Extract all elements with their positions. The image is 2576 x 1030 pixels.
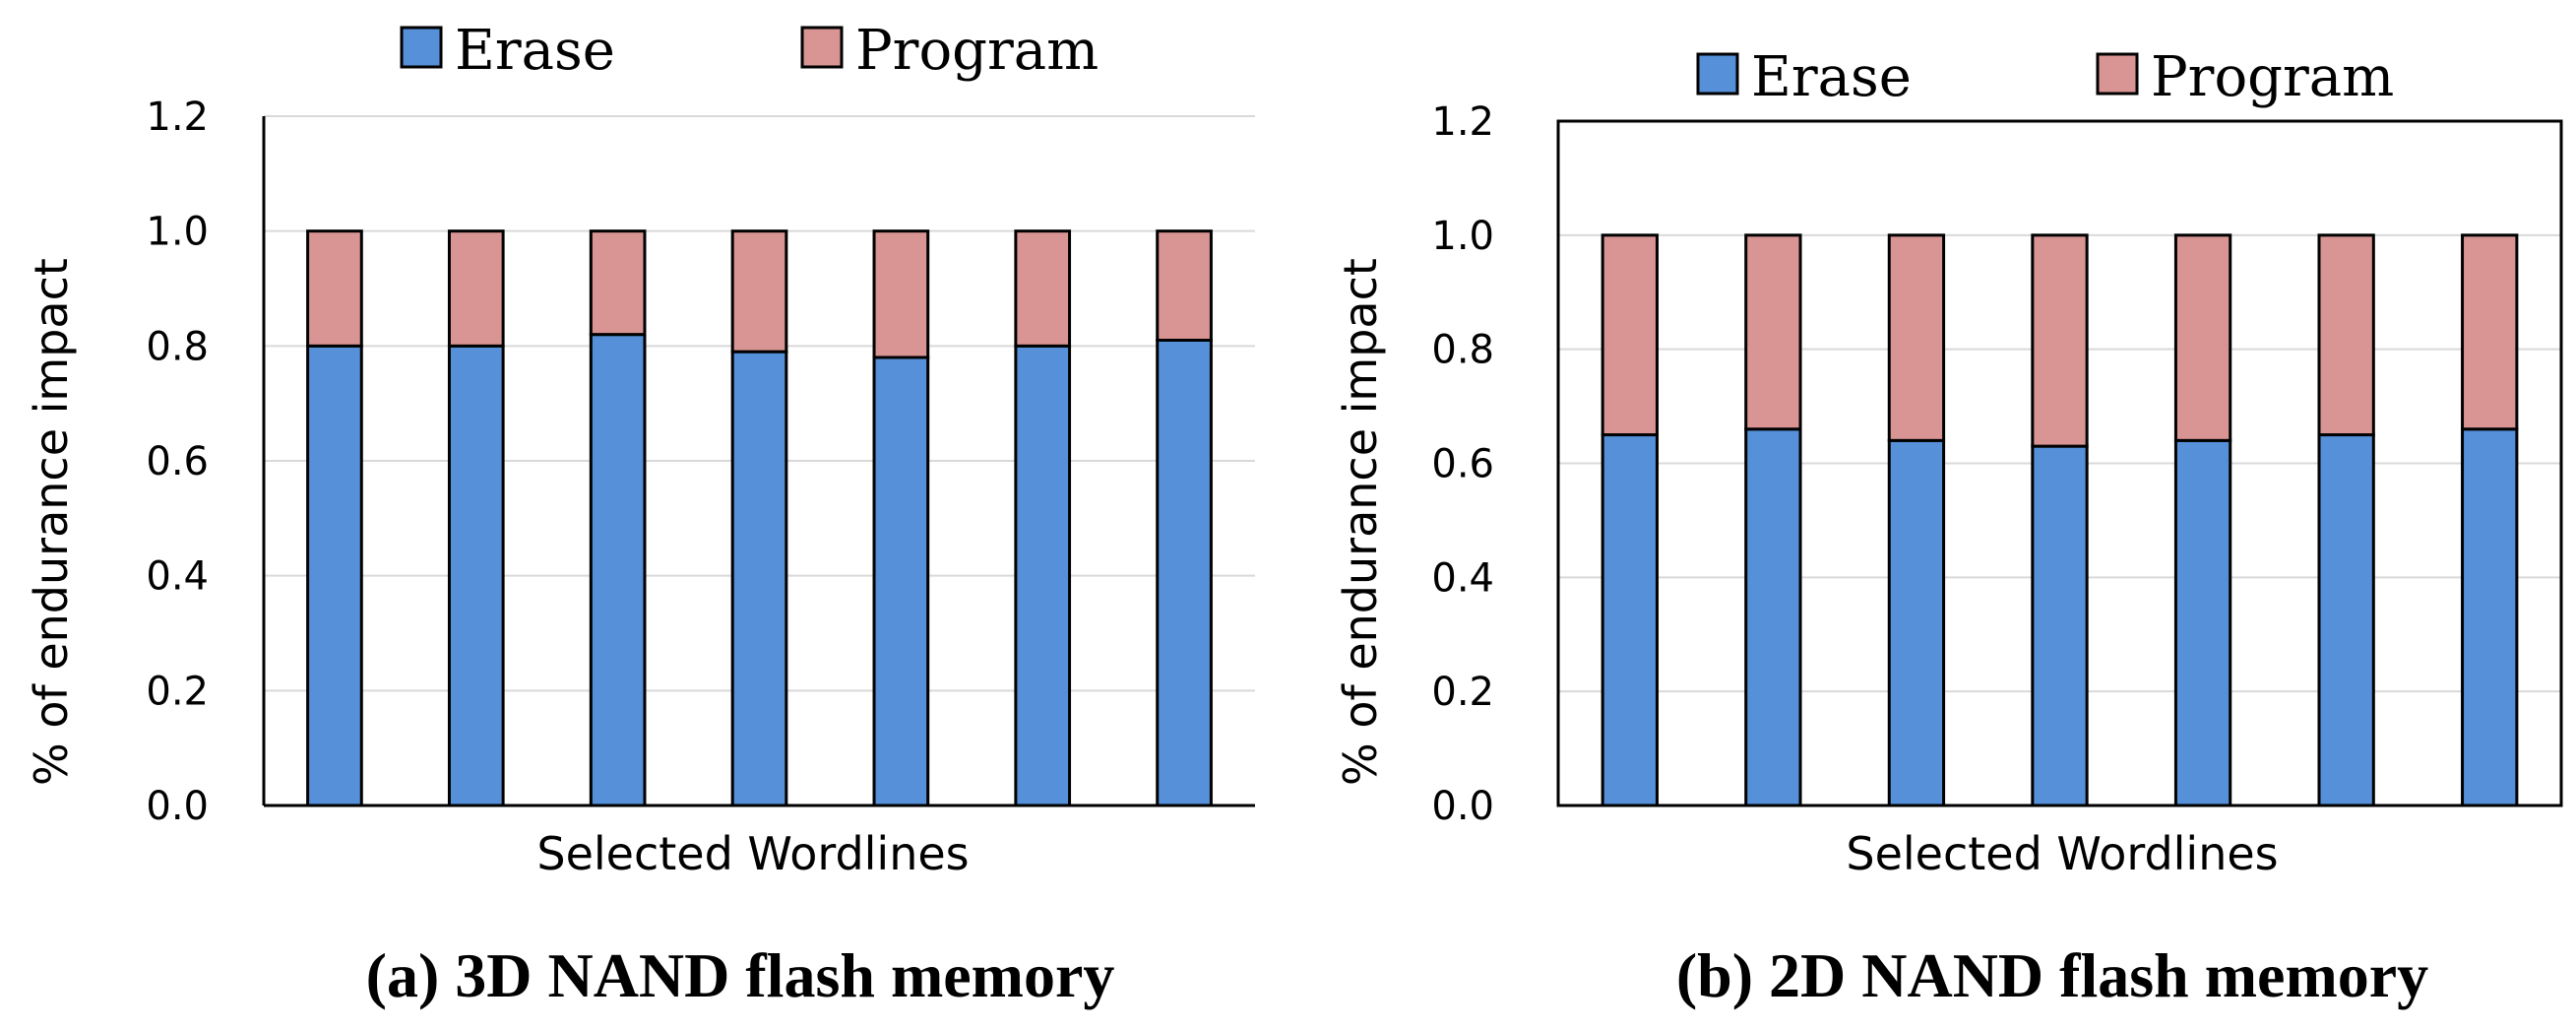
chart-b-bar-erase-5 [2173,438,2232,807]
chart-b-bar-erase-6 [2317,433,2375,807]
chart-a-bar-program-5 [872,229,930,359]
chart-b-legend: Erase Program [1696,45,2394,109]
chart-b-legend-erase-swatch [1696,52,1739,96]
chart-b-bar-program-7 [2461,233,2519,431]
chart-a-bar-erase-3 [589,333,647,807]
chart-a-bar-program-6 [1014,229,1072,348]
chart-b-bar-erase-1 [1601,433,1659,807]
chart-b-y-tick-label: 1.0 [1431,214,1494,259]
chart-b-bar-program-2 [1744,233,1802,431]
chart-b-y-tick-label: 0.2 [1431,670,1494,715]
chart-b-legend-program-swatch [2096,52,2139,96]
chart-a-caption: (a) 3D NAND flash memory [366,940,1115,1010]
chart-a-y-tick-label: 1.0 [146,210,209,255]
chart-a-bar-erase-5 [872,355,930,807]
chart-b-plot-area: 0.0 0.2 0.4 0.6 0.8 1.0 1.2 [1431,99,2563,829]
chart-b-frame [1556,119,2563,807]
chart-a-y-tick-label: 0.2 [146,669,209,714]
chart-a-bar-program-3 [589,229,647,337]
chart-a-y-tick-label: 0.4 [146,554,209,600]
chart-a-bar-erase-6 [1014,344,1072,807]
chart-a-legend-erase-label: Erase [455,19,615,83]
chart-a-legend-program-swatch [800,26,844,69]
chart-a-bar-erase-2 [447,344,505,807]
chart-b-x-axis-title: Selected Wordlines [1846,827,2278,880]
chart-a-y-tick-label: 0.6 [146,439,209,484]
chart-b-y-tick-label: 1.2 [1431,99,1494,145]
chart-a-y-axis-title: % of endurance impact [25,258,78,786]
chart-a-bar-program-7 [1156,229,1213,343]
chart-a-legend-erase-swatch [400,26,443,69]
chart-a-bar-program-1 [306,229,363,348]
chart-a-bar-program-4 [730,229,788,354]
chart-b-y-axis-title: % of endurance impact [1334,258,1387,786]
chart-b-bar-erase-3 [1887,438,1946,807]
chart-a-y-tick-label: 0.0 [146,784,209,829]
chart-a-legend: Erase Program [400,19,1099,83]
chart-b-y-tick-label: 0.8 [1431,328,1494,373]
chart-a-y-tick-label: 1.2 [146,95,209,140]
chart-b-y-tick-label: 0.6 [1431,442,1494,487]
chart-a-plot-area: 0.0 0.2 0.4 0.6 0.8 1.0 1.2 [146,95,1255,829]
chart-b-legend-erase-label: Erase [1751,45,1912,109]
chart-b-y-tick-label: 0.4 [1431,555,1494,601]
chart-a-bar-erase-4 [730,350,788,807]
chart-b-bar-program-6 [2317,233,2375,437]
chart-b-bar-program-3 [1887,233,1946,442]
chart-b: Erase Program 0.0 0.2 0.4 0.6 0.8 1.0 1.2 % of… [1334,45,2563,1010]
chart-a-x-axis-title: Selected Wordlines [536,827,969,880]
chart-a-bar-erase-7 [1156,339,1213,807]
chart-b-bar-program-1 [1601,233,1659,437]
chart-b-bar-program-4 [2031,233,2089,448]
chart-a-bar-program-2 [447,229,505,348]
chart-a-bar-erase-1 [306,344,363,807]
chart-b-bar-program-5 [2173,233,2232,442]
chart-b-caption: (b) 2D NAND flash memory [1676,940,2428,1010]
chart-a-legend-program-label: Program [855,19,1099,83]
chart-b-bar-erase-4 [2031,444,2089,807]
chart-b-y-tick-label: 0.0 [1431,784,1494,829]
chart-b-legend-program-label: Program [2151,45,2394,109]
chart-a: Erase Program 0.0 0.2 0.4 0.6 0.8 1.0 1.2 % of… [25,19,1255,1010]
chart-a-y-tick-label: 0.8 [146,324,209,369]
chart-b-bar-erase-2 [1744,427,1802,807]
chart-b-bar-erase-7 [2461,427,2519,807]
